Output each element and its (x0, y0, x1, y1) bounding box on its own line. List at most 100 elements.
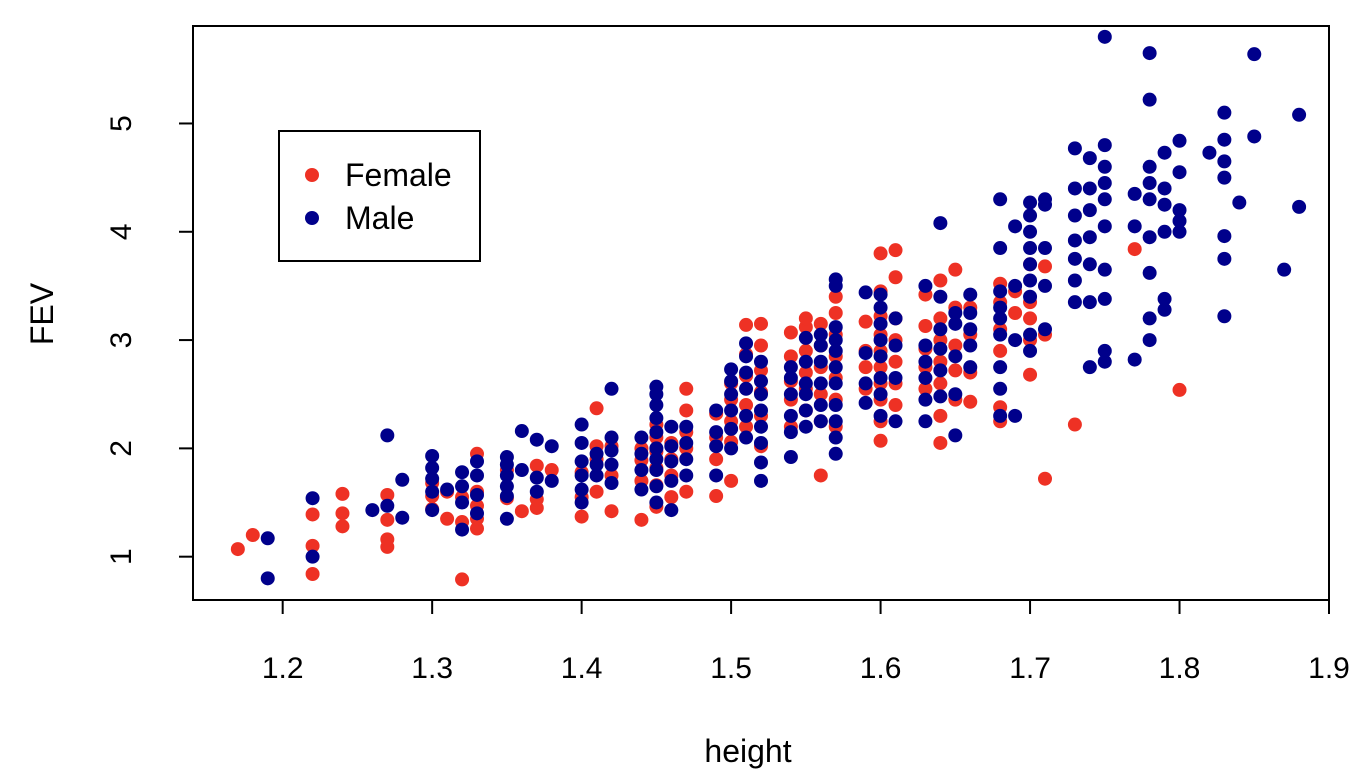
data-point-male (1157, 291, 1172, 306)
y-tick-label: 3 (105, 332, 138, 349)
data-point-female (858, 360, 873, 375)
series-male (260, 29, 1307, 586)
data-point-male (1023, 224, 1038, 239)
data-point-male (1142, 333, 1157, 348)
data-point-male (963, 322, 978, 337)
data-points (230, 29, 1307, 587)
legend-label-female: Female (345, 157, 452, 193)
data-point-male (1097, 343, 1112, 358)
data-point-male (1023, 241, 1038, 256)
data-point-male (1023, 273, 1038, 288)
data-point-male (589, 457, 604, 472)
data-point-female (933, 311, 948, 326)
data-point-male (664, 473, 679, 488)
data-point-male (634, 446, 649, 461)
data-point-male (888, 338, 903, 353)
data-point-male (455, 465, 470, 480)
data-point-male (888, 311, 903, 326)
data-point-male (783, 450, 798, 465)
data-point-female (754, 338, 768, 353)
legend-label-male: Male (345, 200, 414, 236)
data-point-male (649, 479, 664, 494)
data-point-male (709, 425, 724, 440)
data-point-male (1217, 251, 1232, 266)
data-point-male (828, 333, 843, 348)
data-point-male (813, 414, 828, 429)
data-point-female (544, 463, 559, 478)
y-axis: 1 2 3 4 5 (105, 115, 194, 565)
x-axis: 1.2 1.3 1.4 1.5 1.6 1.7 1.8 1.9 (262, 599, 1350, 685)
data-point-male (649, 441, 664, 456)
data-point-female (514, 504, 529, 519)
data-point-female (828, 289, 843, 304)
data-point-male (1082, 151, 1097, 166)
data-point-male (828, 414, 843, 429)
data-point-female (1067, 417, 1082, 432)
legend-box (278, 130, 481, 262)
data-point-male (828, 343, 843, 358)
data-point-male (1082, 230, 1097, 245)
y-tick-label: 4 (105, 223, 138, 240)
data-point-male (380, 428, 395, 443)
x-tick-label: 1.9 (1308, 652, 1350, 685)
data-point-male (813, 338, 828, 353)
data-point-male (1142, 265, 1157, 280)
data-point-male (828, 398, 843, 413)
data-point-male (798, 403, 813, 418)
data-point-female (828, 306, 843, 320)
data-point-male (1217, 170, 1232, 185)
data-point-male (933, 322, 948, 337)
data-point-male (1097, 219, 1112, 234)
legend-marker-male (305, 211, 319, 225)
data-point-male (754, 455, 768, 470)
data-point-male (754, 435, 768, 450)
data-point-female (380, 512, 395, 527)
data-point-male (1097, 29, 1112, 44)
data-point-female (709, 489, 724, 504)
data-point-female (948, 363, 963, 378)
data-point-male (664, 439, 679, 454)
data-point-female (1038, 259, 1052, 274)
data-point-male (1038, 322, 1052, 337)
data-point-male (544, 439, 559, 454)
data-point-male (873, 316, 888, 331)
data-point-male (425, 460, 440, 475)
data-point-male (828, 446, 843, 461)
data-point-male (1202, 145, 1217, 160)
data-point-male (724, 441, 739, 456)
data-point-male (395, 510, 410, 525)
data-point-male (724, 403, 739, 418)
data-point-male (1142, 192, 1157, 207)
data-point-male (1082, 257, 1097, 272)
data-point-male (1172, 133, 1187, 148)
y-tick-label: 5 (105, 115, 138, 132)
data-point-male (470, 468, 484, 483)
data-point-male (1142, 230, 1157, 245)
data-point-male (679, 435, 694, 450)
x-tick-label: 1.7 (1009, 652, 1051, 685)
data-point-female (993, 343, 1008, 358)
data-point-female (754, 316, 768, 331)
data-point-female (1023, 367, 1038, 382)
data-point-male (948, 428, 963, 443)
data-point-male (918, 278, 933, 293)
data-point-male (604, 381, 619, 396)
data-point-male (1217, 309, 1232, 324)
data-point-female (1127, 242, 1142, 257)
data-point-male (993, 381, 1008, 396)
data-point-female (798, 343, 813, 358)
data-point-female (933, 435, 948, 450)
data-point-male (709, 468, 724, 483)
data-point-male (1292, 199, 1307, 214)
data-point-male (649, 463, 664, 478)
data-point-male (948, 316, 963, 331)
data-point-male (963, 360, 978, 375)
data-point-male (1142, 159, 1157, 174)
data-point-male (873, 300, 888, 315)
data-point-male (933, 341, 948, 356)
data-point-male (1023, 195, 1038, 210)
data-point-female (335, 486, 350, 501)
data-point-female (858, 314, 873, 329)
data-point-male (873, 287, 888, 302)
